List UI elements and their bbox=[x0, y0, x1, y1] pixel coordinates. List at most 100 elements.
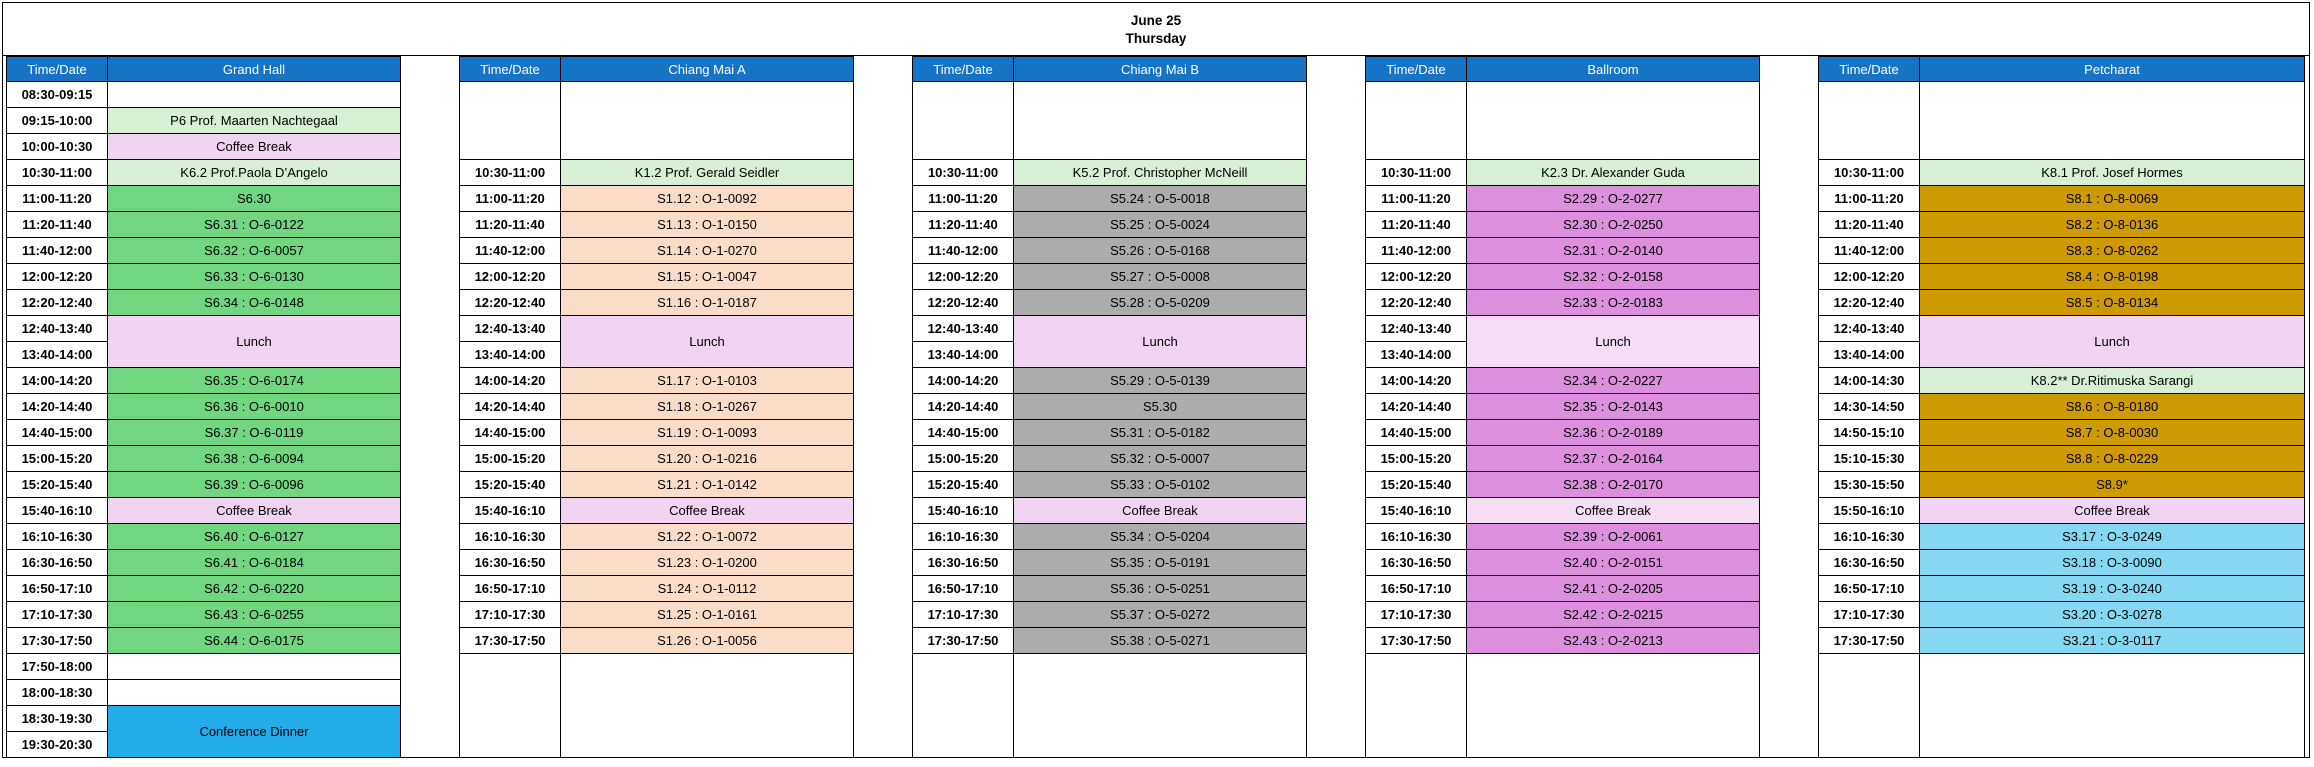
session-cell: S2.34 : O-2-0227 bbox=[1467, 368, 1759, 393]
time-cell: 18:00-18:30 bbox=[7, 680, 107, 705]
venue-block-petcharat: Time/Date Petcharat 10:30-11:00 K8.1 Prof. … bbox=[1818, 56, 2305, 758]
session-cell: S1.17 : O-1-0103 bbox=[561, 368, 853, 393]
time-cell: 10:30-11:00 bbox=[913, 160, 1013, 185]
session-cell: S6.32 : O-6-0057 bbox=[108, 238, 400, 263]
time-cell: 16:30-16:50 bbox=[1366, 550, 1466, 575]
session-cell: S5.34 : O-5-0204 bbox=[1014, 524, 1306, 549]
empty-time-cell bbox=[1819, 82, 1919, 159]
empty-time-cell bbox=[913, 654, 1013, 757]
time-cell: 17:10-17:30 bbox=[1366, 602, 1466, 627]
empty-time-cell bbox=[1819, 654, 1919, 757]
session-cell: K8.1 Prof. Josef Hormes bbox=[1920, 160, 2304, 185]
session-cell: S2.42 : O-2-0215 bbox=[1467, 602, 1759, 627]
session-cell: S1.16 : O-1-0187 bbox=[561, 290, 853, 315]
venue-name-header: Ballroom bbox=[1467, 57, 1759, 81]
time-cell: 17:10-17:30 bbox=[460, 602, 560, 627]
session-cell: S6.42 : O-6-0220 bbox=[108, 576, 400, 601]
time-cell: 14:40-15:00 bbox=[7, 420, 107, 445]
session-cell: K1.2 Prof. Gerald Seidler bbox=[561, 160, 853, 185]
time-cell: 13:40-14:00 bbox=[460, 342, 560, 367]
time-cell: 13:40-14:00 bbox=[913, 342, 1013, 367]
session-cell: S8.2 : O-8-0136 bbox=[1920, 212, 2304, 237]
session-cell: S2.38 : O-2-0170 bbox=[1467, 472, 1759, 497]
time-cell: 17:10-17:30 bbox=[1819, 602, 1919, 627]
session-cell: S1.18 : O-1-0267 bbox=[561, 394, 853, 419]
time-cell: 15:30-15:50 bbox=[1819, 472, 1919, 497]
time-cell: 16:50-17:10 bbox=[1819, 576, 1919, 601]
session-cell: Lunch bbox=[561, 316, 853, 367]
time-cell: 18:30-19:30 bbox=[7, 706, 107, 731]
session-cell: S2.30 : O-2-0250 bbox=[1467, 212, 1759, 237]
time-cell: 10:30-11:00 bbox=[1366, 160, 1466, 185]
session-cell: S3.19 : O-3-0240 bbox=[1920, 576, 2304, 601]
time-cell: 12:00-12:20 bbox=[7, 264, 107, 289]
time-cell: 12:40-13:40 bbox=[1819, 316, 1919, 341]
session-cell: S6.36 : O-6-0010 bbox=[108, 394, 400, 419]
time-cell: 14:30-14:50 bbox=[1819, 394, 1919, 419]
time-cell: 19:30-20:30 bbox=[7, 732, 107, 757]
session-cell: S1.14 : O-1-0270 bbox=[561, 238, 853, 263]
venue-name-header: Petcharat bbox=[1920, 57, 2304, 81]
session-cell: S2.29 : O-2-0277 bbox=[1467, 186, 1759, 211]
time-cell: 11:20-11:40 bbox=[460, 212, 560, 237]
session-cell: Coffee Break bbox=[1467, 498, 1759, 523]
session-cell: S6.41 : O-6-0184 bbox=[108, 550, 400, 575]
venue-block-chiang-mai-b: Time/Date Chiang Mai B 10:30-11:00 K5.2 Pro… bbox=[912, 56, 1307, 758]
time-cell: 14:20-14:40 bbox=[913, 394, 1013, 419]
session-cell: S8.6 : O-8-0180 bbox=[1920, 394, 2304, 419]
session-cell: S5.25 : O-5-0024 bbox=[1014, 212, 1306, 237]
time-cell: 14:00-14:20 bbox=[460, 368, 560, 393]
time-date-header: Time/Date bbox=[7, 57, 107, 81]
session-cell: S1.15 : O-1-0047 bbox=[561, 264, 853, 289]
time-cell: 17:30-17:50 bbox=[1366, 628, 1466, 653]
session-cell: S6.35 : O-6-0174 bbox=[108, 368, 400, 393]
time-cell: 11:20-11:40 bbox=[1819, 212, 1919, 237]
time-cell: 12:20-12:40 bbox=[913, 290, 1013, 315]
session-cell: S6.43 : O-6-0255 bbox=[108, 602, 400, 627]
time-cell: 17:10-17:30 bbox=[7, 602, 107, 627]
time-date-header: Time/Date bbox=[1819, 57, 1919, 81]
time-cell: 12:20-12:40 bbox=[460, 290, 560, 315]
time-cell: 15:40-16:10 bbox=[1366, 498, 1466, 523]
time-cell: 11:40-12:00 bbox=[1366, 238, 1466, 263]
time-cell: 15:50-16:10 bbox=[1819, 498, 1919, 523]
session-cell: S6.44 : O-6-0175 bbox=[108, 628, 400, 653]
time-cell: 10:30-11:00 bbox=[460, 160, 560, 185]
time-cell: 14:40-15:00 bbox=[913, 420, 1013, 445]
session-cell: S1.25 : O-1-0161 bbox=[561, 602, 853, 627]
session-cell: Lunch bbox=[1014, 316, 1306, 367]
session-cell bbox=[108, 654, 400, 679]
venue-block-ballroom: Time/Date Ballroom 10:30-11:00 K2.3 Dr. Ale… bbox=[1365, 56, 1760, 758]
time-cell: 10:00-10:30 bbox=[7, 134, 107, 159]
time-cell: 16:50-17:10 bbox=[1366, 576, 1466, 601]
time-cell: 16:10-16:30 bbox=[460, 524, 560, 549]
session-cell: S8.8 : O-8-0229 bbox=[1920, 446, 2304, 471]
time-cell: 16:10-16:30 bbox=[7, 524, 107, 549]
time-cell: 12:00-12:20 bbox=[1819, 264, 1919, 289]
time-cell: 11:40-12:00 bbox=[460, 238, 560, 263]
session-cell: S2.41 : O-2-0205 bbox=[1467, 576, 1759, 601]
time-cell: 15:00-15:20 bbox=[913, 446, 1013, 471]
session-cell: K8.2** Dr.Ritimuska Sarangi bbox=[1920, 368, 2304, 393]
time-cell: 15:00-15:20 bbox=[460, 446, 560, 471]
session-cell: S5.26 : O-5-0168 bbox=[1014, 238, 1306, 263]
session-cell: S8.4 : O-8-0198 bbox=[1920, 264, 2304, 289]
time-cell: 14:00-14:20 bbox=[1366, 368, 1466, 393]
time-cell: 14:20-14:40 bbox=[7, 394, 107, 419]
session-cell: S5.24 : O-5-0018 bbox=[1014, 186, 1306, 211]
session-cell: S5.28 : O-5-0209 bbox=[1014, 290, 1306, 315]
session-cell: S6.39 : O-6-0096 bbox=[108, 472, 400, 497]
time-date-header: Time/Date bbox=[913, 57, 1013, 81]
session-cell: S6.38 : O-6-0094 bbox=[108, 446, 400, 471]
time-cell: 15:40-16:10 bbox=[460, 498, 560, 523]
session-cell: Lunch bbox=[1920, 316, 2304, 367]
time-cell: 15:20-15:40 bbox=[913, 472, 1013, 497]
time-cell: 11:00-11:20 bbox=[460, 186, 560, 211]
session-cell: S5.30 bbox=[1014, 394, 1306, 419]
time-cell: 09:15-10:00 bbox=[7, 108, 107, 133]
time-cell: 14:20-14:40 bbox=[460, 394, 560, 419]
empty-time-cell bbox=[1366, 654, 1466, 757]
title-block: June 25 Thursday bbox=[3, 3, 2309, 56]
session-cell: S6.40 : O-6-0127 bbox=[108, 524, 400, 549]
session-cell: S5.37 : O-5-0272 bbox=[1014, 602, 1306, 627]
